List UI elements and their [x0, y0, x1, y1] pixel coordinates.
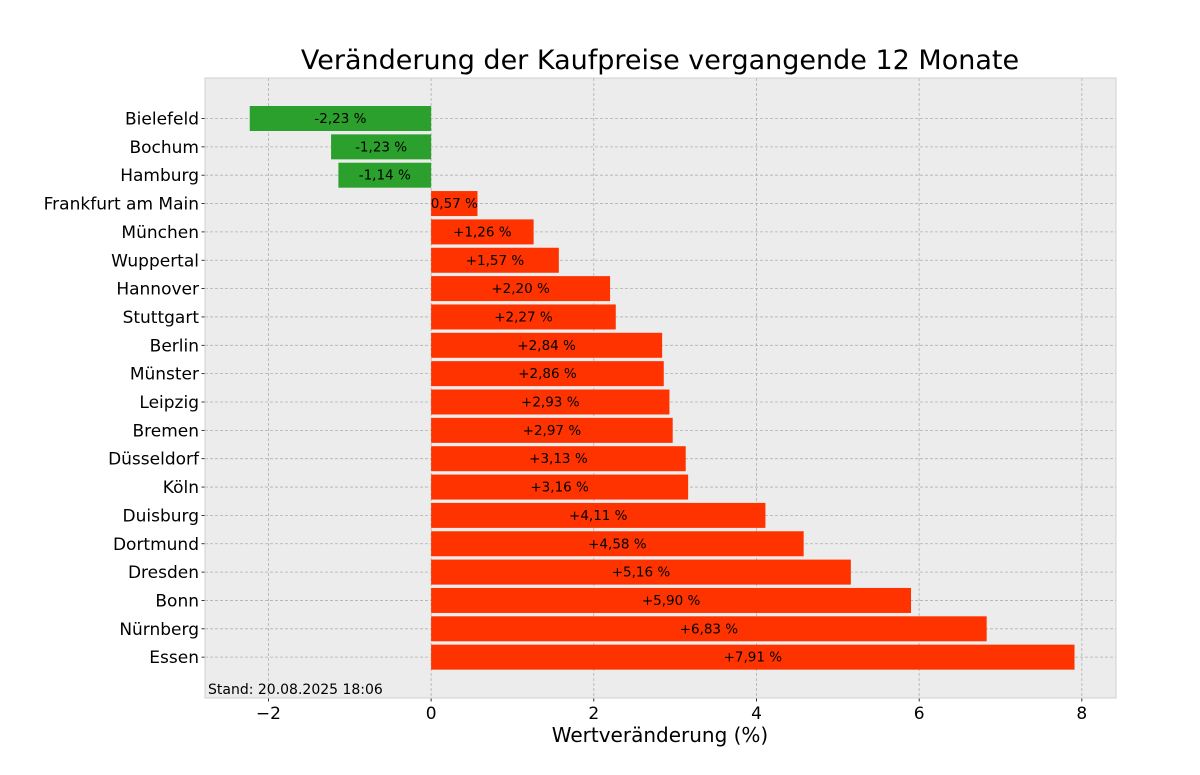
data-label: +5,16 % [612, 565, 671, 581]
bar [431, 559, 851, 585]
bar [431, 446, 686, 472]
data-label: +2,93 % [521, 395, 580, 411]
category-label: Leipzig [139, 393, 199, 413]
category-label: Berlin [150, 336, 199, 356]
data-label: +3,16 % [530, 480, 589, 496]
data-label: -1,14 % [359, 168, 411, 184]
x-tick-label: 6 [914, 704, 925, 724]
bar [249, 106, 432, 131]
bars [249, 106, 1075, 670]
data-label: +2,27 % [494, 309, 553, 325]
data-label: -2,23 % [314, 111, 366, 127]
bar [431, 587, 912, 613]
bar [338, 162, 432, 188]
bar [431, 531, 804, 557]
data-label: +5,90 % [642, 593, 701, 609]
bar [431, 332, 663, 358]
data-label: +2,97 % [523, 423, 582, 439]
bar [431, 502, 766, 528]
bar [431, 219, 534, 245]
category-label: Hamburg [120, 166, 199, 186]
category-label: Nürnberg [119, 620, 199, 640]
x-tick-label: 4 [751, 704, 762, 724]
bar [431, 644, 1075, 670]
data-label: +6,83 % [680, 621, 739, 637]
data-label: +7,91 % [724, 650, 783, 666]
category-label: Stuttgart [123, 308, 200, 328]
y-axis: Bielefeld Bochum Hamburg Frankfurt am Main M… [44, 110, 205, 668]
data-label: +4,58 % [588, 536, 647, 552]
category-label: Münster [130, 365, 199, 385]
category-label: Bonn [155, 591, 199, 611]
plot-frame [204, 77, 1117, 699]
category-label: Bochum [129, 138, 199, 158]
category-label: München [121, 223, 199, 243]
data-label: -1,23 % [355, 139, 407, 155]
data-label: +2,86 % [518, 366, 577, 382]
data-label: +2,84 % [517, 338, 576, 354]
category-label: Hannover [116, 280, 199, 300]
bar [431, 191, 478, 217]
x-axis: −2 0 2 4 6 8 [256, 698, 1087, 724]
x-tick-label: 2 [588, 704, 599, 724]
x-tick-label: 8 [1076, 704, 1087, 724]
x-tick-label: 0 [426, 704, 437, 724]
category-label: Köln [163, 478, 199, 498]
footer-timestamp: Stand: 20.08.2025 18:06 [208, 682, 383, 698]
category-label: Dresden [128, 563, 199, 583]
data-label: +2,20 % [491, 281, 550, 297]
category-label: Dortmund [113, 535, 199, 555]
data-labels: -2,23 % -1,23 % -1,14 % 0,57 % +1,26 % +1,57 … [314, 111, 782, 666]
data-label: +4,11 % [569, 508, 628, 524]
category-label: Wuppertal [111, 251, 199, 271]
data-label: +1,57 % [466, 253, 525, 269]
bar [431, 389, 670, 415]
bar [431, 304, 616, 330]
category-label: Bremen [132, 421, 199, 441]
bar [431, 616, 987, 642]
category-label: Düsseldorf [108, 450, 200, 470]
category-label: Duisburg [123, 506, 200, 526]
category-label: Bielefeld [125, 110, 199, 130]
data-label: 0,57 % [431, 196, 478, 212]
x-tick-label: −2 [256, 704, 281, 724]
bar [431, 474, 689, 500]
chart-title: Veränderung der Kaufpreise vergangende 1… [301, 45, 1019, 76]
data-label: +1,26 % [453, 224, 512, 240]
bar [431, 361, 664, 387]
bar [431, 247, 559, 273]
data-label: +3,13 % [529, 451, 588, 467]
bar [431, 417, 673, 443]
bar [431, 276, 611, 302]
x-axis-label: Wertveränderung (%) [552, 723, 769, 747]
category-label: Frankfurt am Main [44, 195, 199, 215]
category-label: Essen [149, 648, 199, 668]
bar [331, 134, 432, 160]
